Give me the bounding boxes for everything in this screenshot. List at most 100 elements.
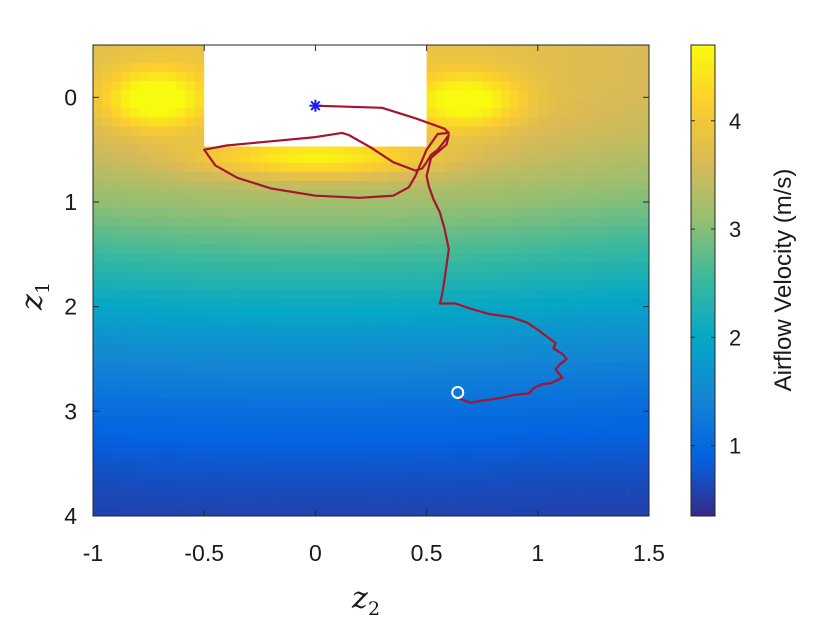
heatmap-cell xyxy=(139,180,150,191)
heatmap-cell xyxy=(333,171,344,182)
heatmap-cell xyxy=(120,506,131,516)
heatmap-cell xyxy=(389,371,400,381)
heatmap-cell xyxy=(500,461,511,472)
heatmap-cell xyxy=(556,217,567,227)
heatmap-cell xyxy=(204,434,215,445)
heatmap-cell xyxy=(491,416,502,427)
heatmap-cell xyxy=(222,334,233,345)
heatmap-cell xyxy=(482,90,493,100)
heatmap-cell xyxy=(139,380,150,390)
heatmap-cell xyxy=(306,298,316,309)
heatmap-cell xyxy=(426,316,437,327)
heatmap-cell xyxy=(417,352,428,363)
heatmap-cell xyxy=(139,325,150,336)
heatmap-cell xyxy=(185,416,196,427)
heatmap-cell xyxy=(222,316,233,327)
heatmap-cell xyxy=(157,153,168,164)
heatmap-cell xyxy=(204,298,215,309)
heatmap-cell xyxy=(157,416,168,427)
heatmap-cell xyxy=(194,208,205,218)
heatmap-cell xyxy=(102,343,113,354)
heatmap-cell xyxy=(528,180,539,191)
heatmap-cell xyxy=(584,452,594,463)
heatmap-cell xyxy=(287,380,298,390)
heatmap-cell xyxy=(547,271,557,282)
heatmap-cell xyxy=(621,135,632,146)
heatmap-cell xyxy=(463,262,474,273)
heatmap-cell xyxy=(111,244,122,254)
heatmap-cell xyxy=(102,289,113,300)
heatmap-cell xyxy=(408,443,418,454)
heatmap-cell xyxy=(537,343,548,354)
heatmap-cell xyxy=(204,235,215,245)
heatmap-cell xyxy=(482,371,493,381)
heatmap-cell xyxy=(445,325,455,336)
heatmap-cell xyxy=(269,461,279,472)
heatmap-cell xyxy=(565,162,576,173)
heatmap-cell xyxy=(139,244,150,254)
heatmap-cell xyxy=(426,208,437,218)
heatmap-cell xyxy=(602,63,613,73)
heatmap-cell xyxy=(93,334,103,345)
heatmap-cell xyxy=(602,316,613,327)
heatmap-cell xyxy=(343,334,354,345)
heatmap-cell xyxy=(185,461,196,472)
heatmap-cell xyxy=(287,171,298,182)
heatmap-cell xyxy=(547,289,557,300)
heatmap-cell xyxy=(398,479,409,490)
heatmap-cell xyxy=(157,90,168,100)
heatmap-cell xyxy=(139,289,150,300)
heatmap-cell xyxy=(250,461,261,472)
heatmap-cell xyxy=(343,189,354,200)
heatmap-cell xyxy=(602,488,613,499)
heatmap-cell xyxy=(472,398,483,408)
heatmap-cell xyxy=(157,334,168,345)
heatmap-cell xyxy=(621,235,632,245)
heatmap-cell xyxy=(167,389,177,399)
heatmap-cell xyxy=(213,362,224,372)
heatmap-cell xyxy=(408,506,418,516)
heatmap-cell xyxy=(213,171,224,182)
heatmap-cell xyxy=(139,54,150,64)
heatmap-cell xyxy=(232,298,242,309)
heatmap-cell xyxy=(194,425,205,436)
heatmap-cell xyxy=(157,371,168,381)
heatmap-cell xyxy=(565,99,576,110)
heatmap-cell xyxy=(213,280,224,291)
heatmap-cell xyxy=(639,90,649,100)
heatmap-cell xyxy=(157,479,168,490)
heatmap-cell xyxy=(259,371,270,381)
heatmap-cell xyxy=(593,99,604,110)
heatmap-cell xyxy=(482,461,493,472)
heatmap-cell xyxy=(130,461,140,472)
heatmap-cell xyxy=(194,144,205,155)
heatmap-cell xyxy=(611,271,622,282)
heatmap-cell xyxy=(194,45,205,55)
heatmap-cell xyxy=(204,398,215,408)
heatmap-cell xyxy=(371,434,381,445)
heatmap-cell xyxy=(472,198,483,209)
heatmap-cell xyxy=(333,226,344,236)
heatmap-cell xyxy=(639,63,649,73)
x-tick-label: -0.5 xyxy=(184,540,224,566)
heatmap-cell xyxy=(500,425,511,436)
heatmap-cell xyxy=(574,81,585,91)
heatmap-cell xyxy=(130,371,140,381)
heatmap-cell xyxy=(482,298,493,309)
heatmap-cell xyxy=(343,488,354,499)
heatmap-cell xyxy=(621,208,632,218)
heatmap-cell xyxy=(148,280,159,291)
heatmap-cell xyxy=(139,171,150,182)
heatmap-cell xyxy=(194,235,205,245)
heatmap-cell xyxy=(565,72,576,82)
heatmap-cell xyxy=(250,362,261,372)
heatmap-cell xyxy=(157,99,168,110)
heatmap-cell xyxy=(259,280,270,291)
heatmap-cell xyxy=(130,180,140,191)
heatmap-cell xyxy=(584,325,594,336)
heatmap-cell xyxy=(120,171,131,182)
heatmap-cell xyxy=(167,235,177,245)
heatmap-cell xyxy=(241,416,252,427)
heatmap-cell xyxy=(408,298,418,309)
